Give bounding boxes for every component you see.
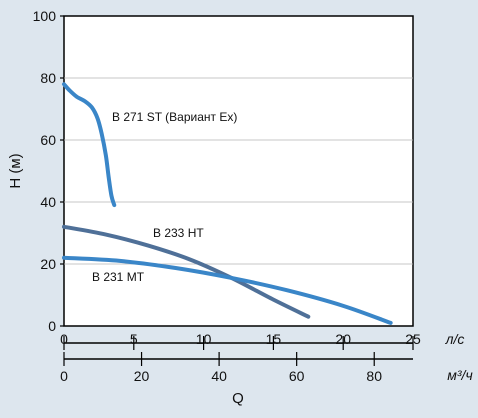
y-tick-label-100: 100 [33,8,57,24]
x-tick-label-ls-10: 10 [196,331,212,347]
series-label-b271st: B 271 ST (Вариант Ex) [112,110,237,124]
x-tick-label-ls-25: 25 [405,331,421,347]
x-tick-label-ls-15: 15 [266,331,282,347]
series-labels: B 271 ST (Вариант Ex) B 233 HT B 231 MT [92,110,237,284]
y-tick-label-80: 80 [40,70,56,86]
y-axis-title: H (м) [7,153,24,188]
series-label-b233ht: B 233 HT [153,226,204,240]
x-tick-label-m3h-40: 40 [211,368,227,384]
x-unit-m3h: м³/ч [447,367,472,383]
x-tick-label-ls-20: 20 [335,331,351,347]
series-label-b231mt: B 231 MT [92,270,145,284]
series-line-1 [62,224,311,319]
y-tick-label-20: 20 [40,256,56,272]
x-tick-label-ls-5: 5 [130,331,138,347]
grid-lines [64,77,413,265]
x-tick-label-m3h-80: 80 [366,368,382,384]
series-line-2 [62,255,393,325]
plot-area [63,15,414,327]
x-axis-m3h: 0 20 40 60 80 [60,352,413,384]
x-axis-ls: 0 5 10 15 20 25 [60,331,421,350]
x-tick-label-ls-0: 0 [60,331,68,347]
y-tick-label-60: 60 [40,132,56,148]
x-tick-label-m3h-60: 60 [289,368,305,384]
x-tick-label-m3h-0: 0 [60,368,68,384]
y-tick-label-40: 40 [40,194,56,210]
y-axis-ticks: 0 20 40 60 80 100 [33,8,64,334]
x-axis-title: Q [232,390,244,407]
series-line-0 [62,82,117,208]
y-tick-label-0: 0 [48,318,56,334]
x-tick-label-m3h-20: 20 [134,368,150,384]
x-unit-ls: л/с [445,331,465,347]
series-lines [62,82,393,325]
